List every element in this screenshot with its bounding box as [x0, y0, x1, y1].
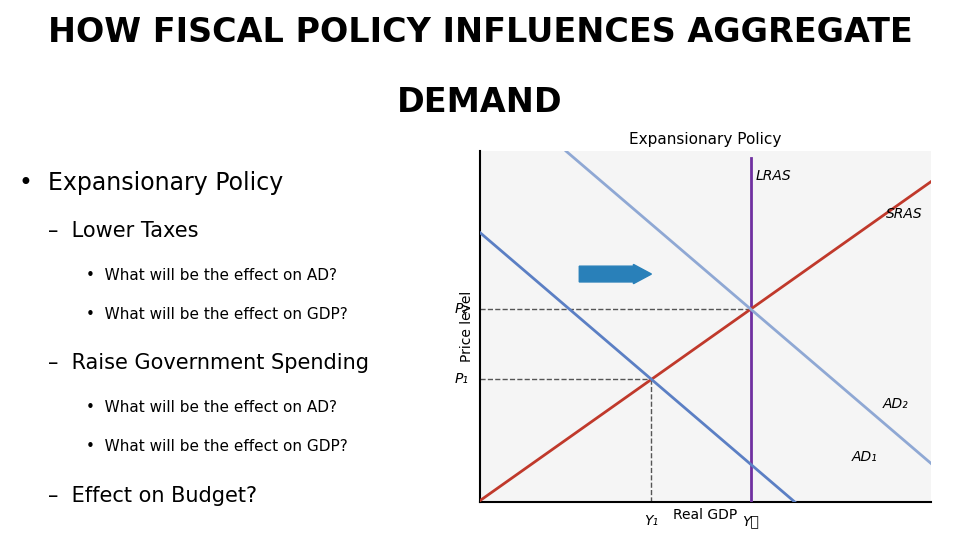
Text: P₂: P₂	[455, 302, 468, 316]
Y-axis label: Price level: Price level	[461, 291, 474, 362]
Text: •  What will be the effect on AD?: • What will be the effect on AD?	[86, 268, 337, 283]
FancyArrow shape	[579, 265, 652, 284]
Text: •  What will be the effect on GDP?: • What will be the effect on GDP?	[86, 439, 348, 454]
Text: –  Raise Government Spending: – Raise Government Spending	[48, 353, 369, 373]
Text: DEMAND: DEMAND	[397, 86, 563, 119]
Text: AD₂: AD₂	[883, 397, 908, 411]
Text: •  Expansionary Policy: • Expansionary Policy	[19, 171, 283, 194]
X-axis label: Real GDP: Real GDP	[674, 508, 737, 522]
Text: Y₟: Y₟	[742, 515, 759, 529]
Text: –  Lower Taxes: – Lower Taxes	[48, 221, 199, 241]
Text: LRAS: LRAS	[756, 168, 791, 183]
Text: P₁: P₁	[455, 373, 468, 386]
Title: Expansionary Policy: Expansionary Policy	[630, 132, 781, 147]
Text: •  What will be the effect on GDP?: • What will be the effect on GDP?	[86, 307, 348, 322]
Text: –  Effect on Budget?: – Effect on Budget?	[48, 485, 257, 505]
Text: AD₁: AD₁	[852, 450, 877, 463]
Text: Y₁: Y₁	[644, 515, 659, 529]
Text: •  What will be the effect on AD?: • What will be the effect on AD?	[86, 400, 337, 415]
Text: SRAS: SRAS	[885, 207, 923, 221]
Text: HOW FISCAL POLICY INFLUENCES AGGREGATE: HOW FISCAL POLICY INFLUENCES AGGREGATE	[48, 16, 912, 49]
